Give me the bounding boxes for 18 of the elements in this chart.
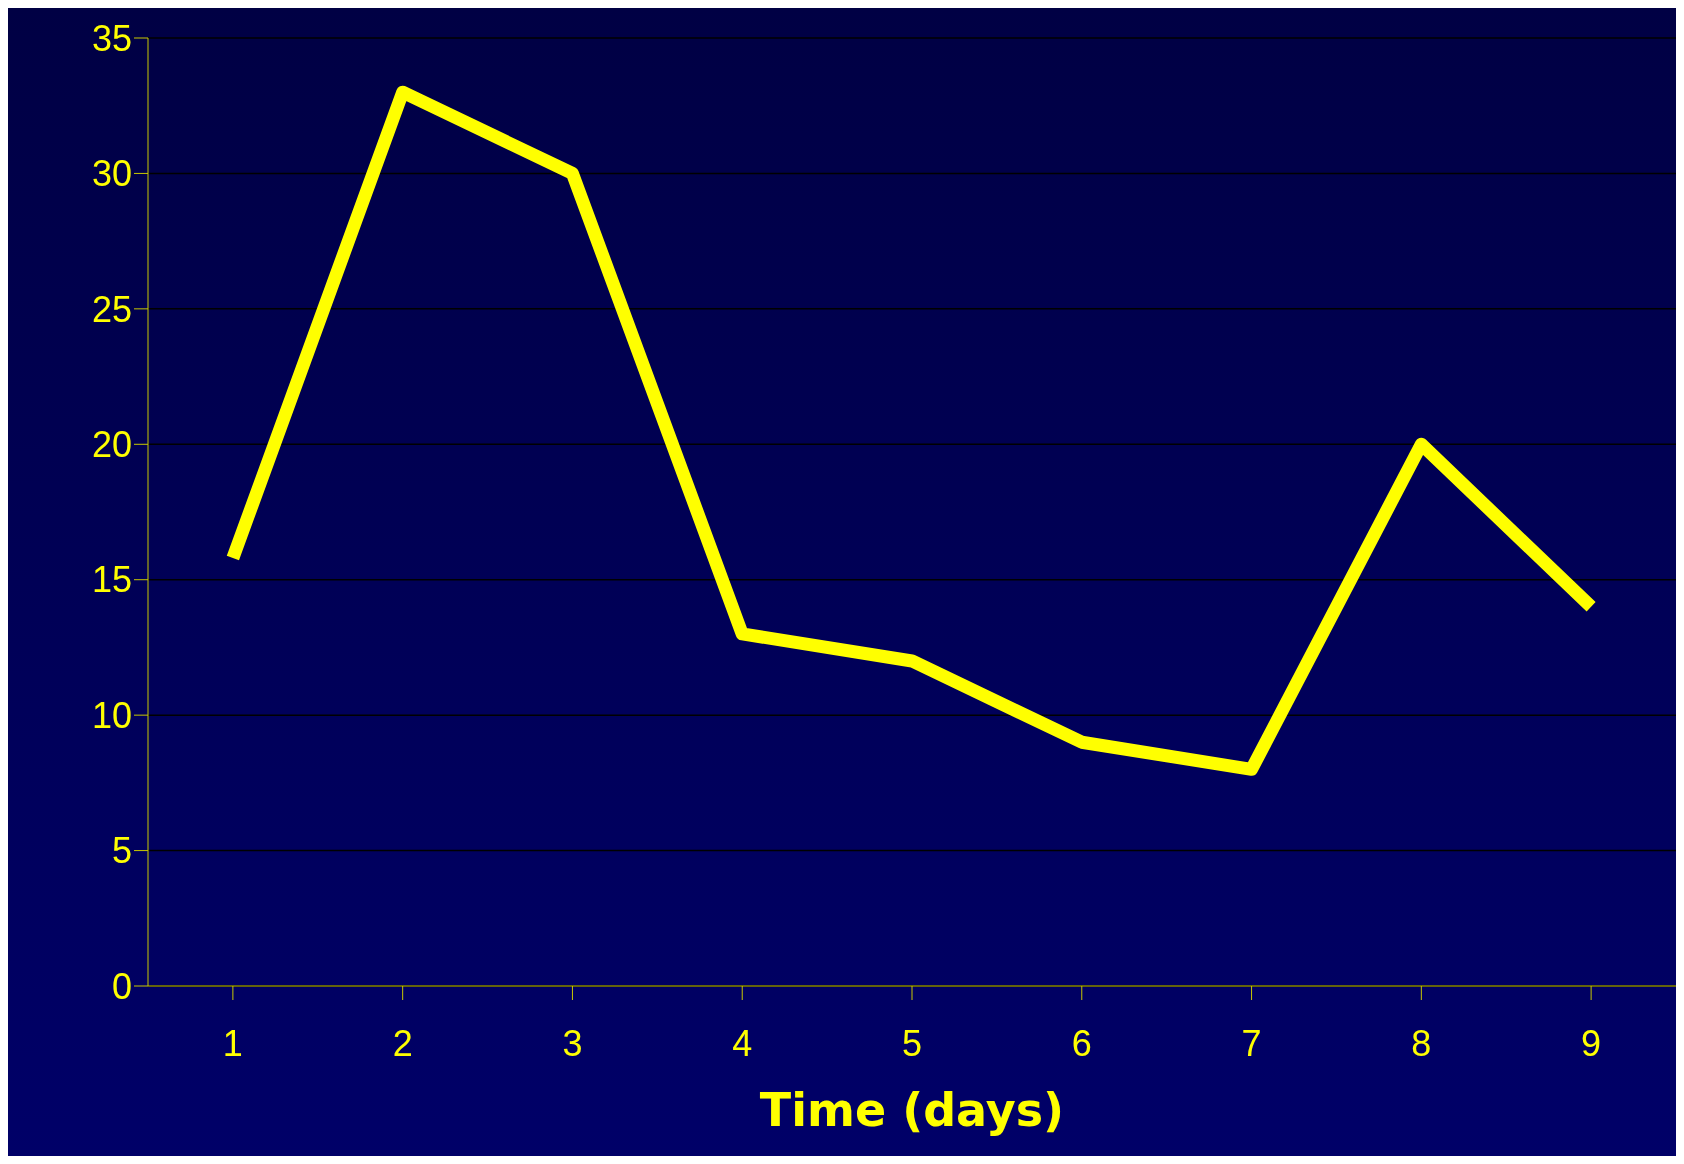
y-tick-label: 30 [91,153,132,195]
x-tick-label: 7 [1241,1022,1262,1064]
y-tick-label: 15 [91,559,132,601]
x-tick-label: 8 [1411,1022,1432,1064]
x-tick-label: 3 [562,1022,583,1064]
x-axis-title: Time (days) [759,1083,1065,1137]
x-tick-label: 5 [901,1022,923,1064]
x-tick-label: 1 [222,1022,243,1064]
y-tick-label: 35 [91,17,132,59]
y-tick-label: 10 [91,694,132,736]
y-tick-label: 5 [111,830,132,872]
x-tick-label: 4 [732,1022,753,1064]
x-tick-label: 9 [1581,1022,1602,1064]
x-tick-label: 2 [392,1022,413,1064]
y-tick-label: 25 [91,288,132,330]
y-tick-label: 0 [111,965,132,1007]
x-tick-label: 6 [1071,1022,1092,1064]
y-tick-label: 20 [91,424,132,466]
